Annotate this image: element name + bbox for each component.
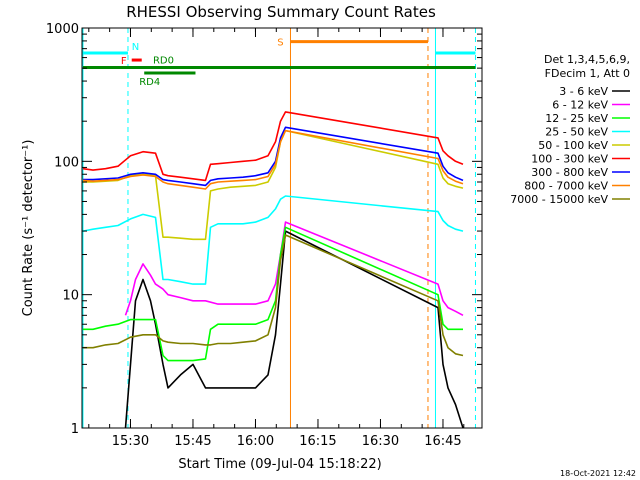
state-annotations: NF RD0 RD4 S: [82, 38, 476, 88]
legend-entry-label-4: 50 - 100 keV: [538, 139, 608, 152]
series-lines: [82, 111, 464, 428]
legend-entry-label-5: 100 - 300 keV: [531, 153, 608, 166]
x-tick-label-2: 16:00: [237, 434, 274, 449]
x-tick-label-5: 16:45: [424, 434, 461, 449]
legend-entry-label-0: 3 - 6 keV: [559, 85, 608, 98]
legend-entry-label-3: 25 - 50 keV: [545, 126, 608, 139]
annotation-label-5: S: [277, 38, 283, 49]
annotation-label-4: RD4: [139, 77, 160, 88]
legend-entry-label-2: 12 - 25 keV: [545, 112, 608, 125]
series-line-3: [82, 195, 464, 285]
y-tick-label-0: 1: [71, 422, 79, 437]
series-line-6: [83, 126, 464, 187]
series-line-0: [124, 230, 464, 428]
y-tick-label-3: 1000: [46, 22, 79, 37]
y-axis: 1 10 100 1000: [46, 22, 482, 437]
y-tick-label-2: 100: [54, 155, 79, 170]
series-line-2: [83, 226, 463, 362]
chart-title: RHESSI Observing Summary Count Rates: [126, 3, 436, 21]
legend-entry-label-7: 800 - 7000 keV: [524, 180, 608, 193]
x-axis-label: Start Time (09-Jul-04 15:18:22): [178, 457, 381, 472]
x-axis: 15:30 15:45 16:00 16:15 16:30 16:45: [88, 28, 465, 449]
legend-entry-label-1: 6 - 12 keV: [552, 99, 608, 112]
annotation-label-2: F: [121, 56, 127, 67]
legend-entry-label-6: 300 - 800 keV: [531, 166, 608, 179]
footer-timestamp: 18-Oct-2021 12:42: [560, 469, 636, 478]
y-tick-label-1: 10: [62, 289, 79, 304]
x-tick-label-1: 15:45: [174, 434, 211, 449]
series-line-7: [82, 129, 464, 190]
legend-header-0: Det 1,3,4,5,6,9,: [544, 53, 630, 66]
plot-frame: [81, 27, 483, 429]
legend-entry-label-8: 7000 - 15000 keV: [510, 193, 608, 206]
annotation-label-0: N: [132, 42, 139, 53]
series-line-8: [83, 234, 464, 357]
series-line-1: [124, 221, 464, 317]
x-tick-label-0: 15:30: [112, 434, 149, 449]
x-tick-label-4: 16:30: [362, 434, 399, 449]
legend: Det 1,3,4,5,6,9,FDecim 1, Att 0 3 - 6 keV…: [510, 53, 630, 206]
y-axis-label: Count Rate (s⁻¹ detector⁻¹): [21, 140, 36, 317]
x-tick-label-3: 16:15: [299, 434, 336, 449]
vertical-markers: [82, 28, 476, 428]
series-line-5: [82, 111, 464, 182]
annotation-label-3: RD0: [153, 56, 174, 67]
legend-header-1: FDecim 1, Att 0: [545, 67, 630, 80]
